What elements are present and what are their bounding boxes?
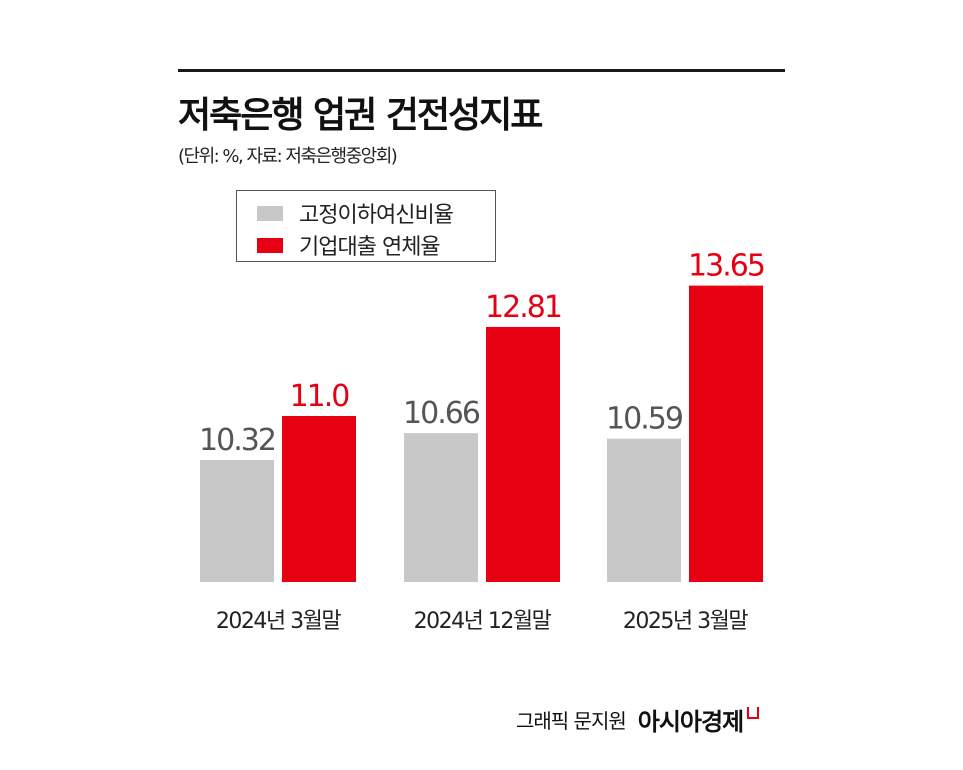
data-label: 10.66: [403, 396, 480, 431]
chart-title: 저축은행 업권 건전성지표: [178, 95, 543, 136]
data-label: 11.0: [290, 379, 350, 414]
bar: [486, 326, 560, 582]
data-label: 10.59: [606, 402, 682, 437]
bar: [689, 285, 763, 582]
brand-mark-icon: [747, 706, 760, 719]
data-label: 10.32: [199, 423, 275, 458]
x-tick-label: 2024년 12월말: [414, 609, 552, 634]
data-label: 12.81: [485, 290, 561, 325]
legend-item-gray: 고정이하여신비율: [257, 197, 454, 229]
legend-item-red: 기업대출 연체율: [257, 229, 441, 261]
legend-swatch-red: [257, 237, 283, 253]
credit-text: 그래픽 문지원: [516, 709, 627, 733]
brand-logo: 아시아경제: [637, 708, 744, 736]
bar: [282, 416, 356, 582]
x-tick-label: 2024년 3월말: [216, 609, 341, 634]
bar: [404, 433, 478, 582]
chart-subtitle: (단위: %, 자료: 저축은행중앙회): [178, 146, 398, 167]
legend: 고정이하여신비율 기업대출 연체율: [236, 190, 496, 262]
legend-swatch-gray: [257, 205, 283, 221]
bar: [607, 438, 681, 582]
legend-label: 기업대출 연체율: [299, 235, 441, 260]
x-tick-label: 2025년 3월말: [623, 609, 748, 634]
bar: [200, 460, 274, 582]
title-rule: [178, 69, 785, 72]
data-label: 13.65: [688, 249, 764, 284]
legend-label: 고정이하여신비율: [299, 203, 454, 228]
credit: 그래픽 문지원 아시아경제: [516, 702, 760, 737]
